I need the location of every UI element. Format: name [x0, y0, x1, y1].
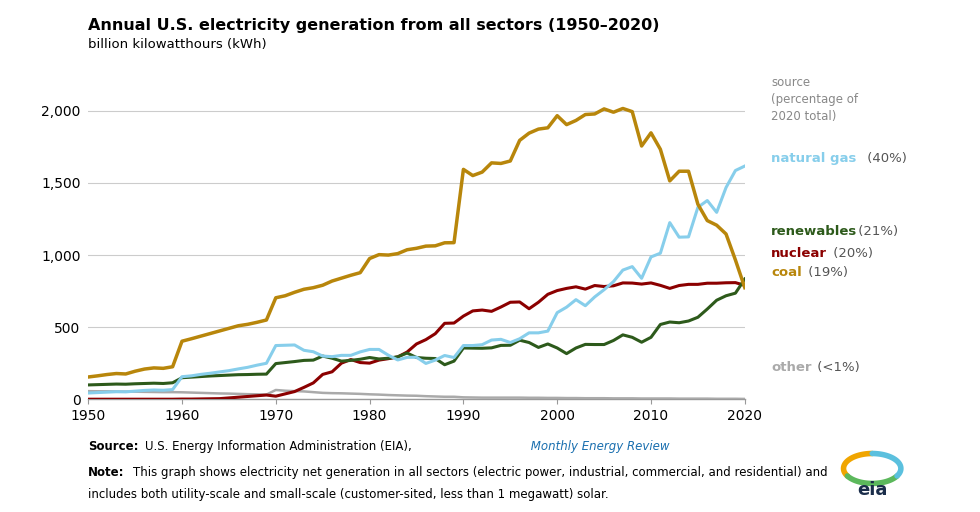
Text: (21%): (21%): [855, 225, 899, 238]
Text: Source:: Source:: [88, 440, 139, 453]
Text: (40%): (40%): [862, 152, 906, 164]
Text: This graph shows electricity net generation in all sectors (electric power, indu: This graph shows electricity net generat…: [133, 466, 828, 479]
Text: Monthly Energy Review: Monthly Energy Review: [527, 440, 669, 453]
Text: (<1%): (<1%): [812, 361, 859, 374]
Text: eia: eia: [858, 481, 887, 499]
Text: renewables: renewables: [771, 225, 858, 238]
Text: (19%): (19%): [805, 266, 849, 279]
Text: nuclear: nuclear: [771, 247, 827, 260]
Text: other: other: [771, 361, 811, 374]
Text: U.S. Energy Information Administration (EIA),: U.S. Energy Information Administration (…: [145, 440, 412, 453]
Text: billion kilowatthours (kWh): billion kilowatthours (kWh): [88, 38, 267, 51]
Text: (20%): (20%): [829, 247, 873, 260]
Text: source
(percentage of
2020 total): source (percentage of 2020 total): [771, 76, 858, 122]
Text: natural gas: natural gas: [771, 152, 857, 164]
Text: includes both utility-scale and small-scale (customer-sited, less than 1 megawat: includes both utility-scale and small-sc…: [88, 488, 609, 501]
Text: Note:: Note:: [88, 466, 124, 479]
Text: coal: coal: [771, 266, 802, 279]
Text: Annual U.S. electricity generation from all sectors (1950–2020): Annual U.S. electricity generation from …: [88, 18, 660, 33]
